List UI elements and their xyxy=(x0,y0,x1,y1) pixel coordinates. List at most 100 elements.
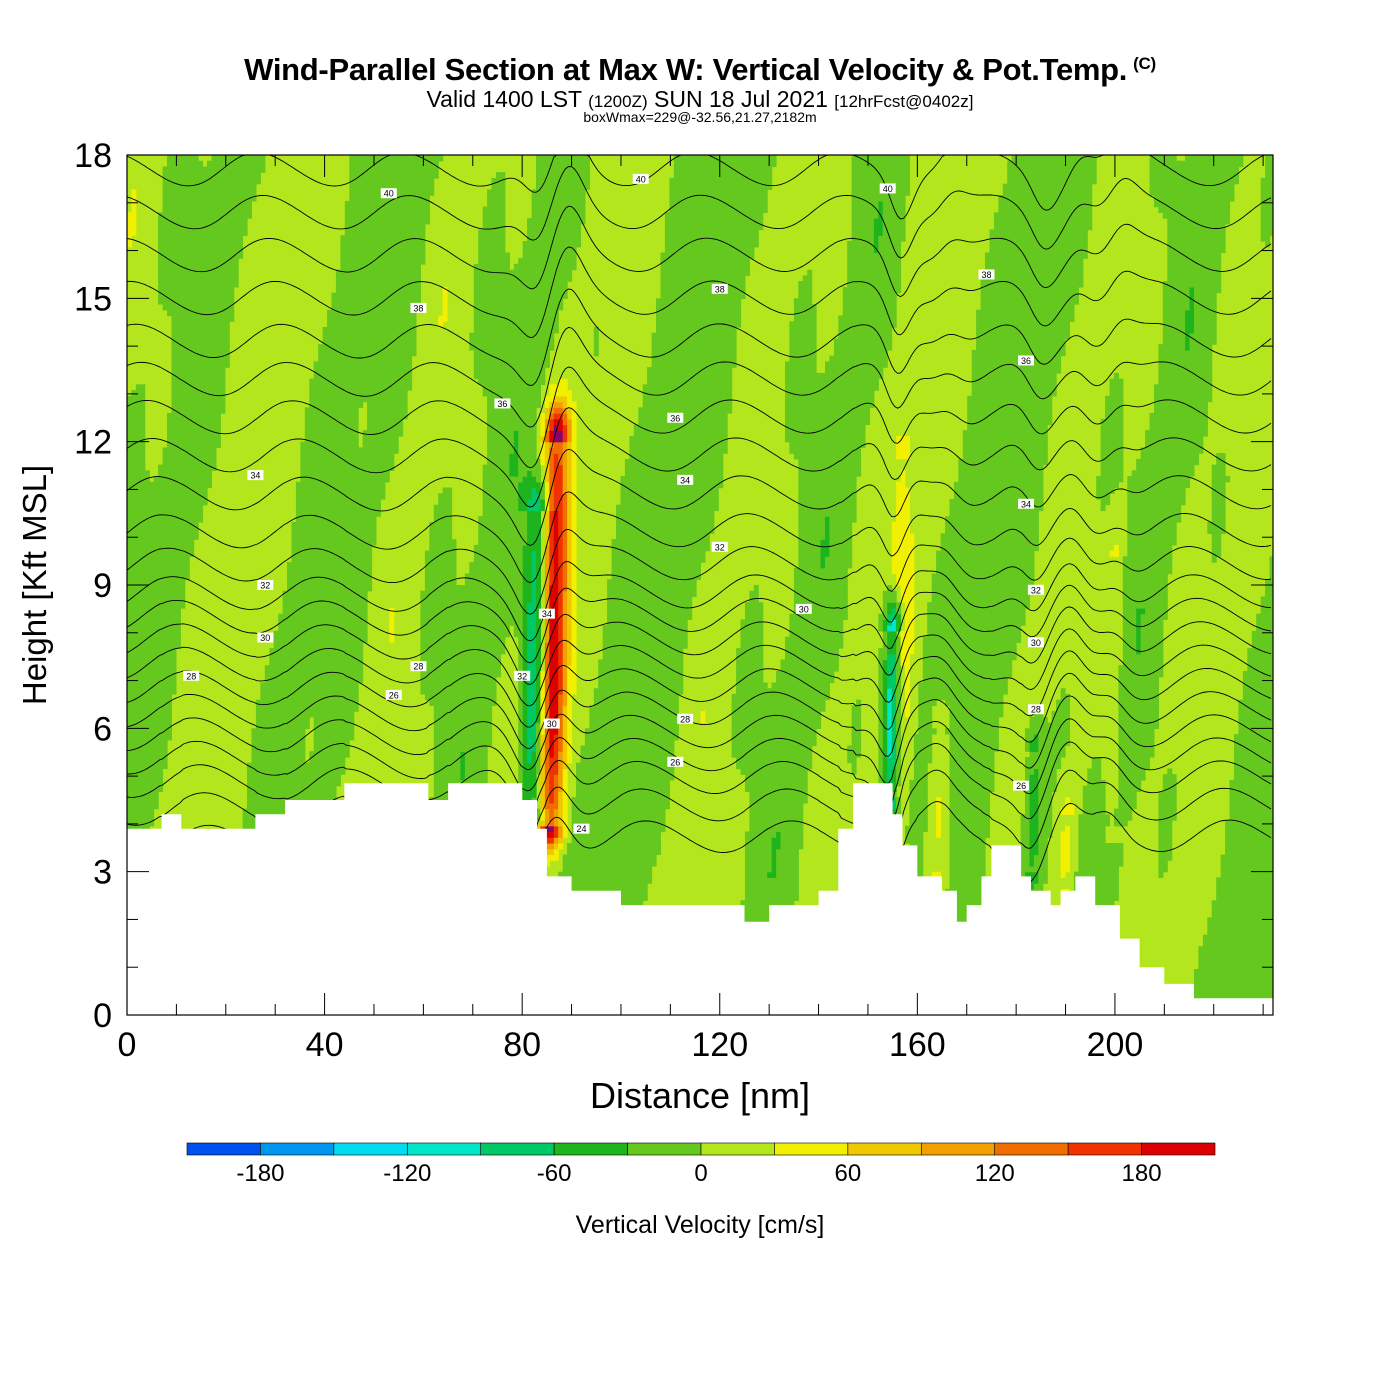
field-cell xyxy=(527,510,533,603)
field-cell xyxy=(749,590,755,1015)
field-cell xyxy=(891,155,897,328)
field-cell xyxy=(816,372,822,729)
field-cell xyxy=(833,338,839,672)
field-cell xyxy=(891,808,897,815)
theta-label: 34 xyxy=(677,474,694,485)
field-cell xyxy=(553,413,559,420)
svg-text:34: 34 xyxy=(250,471,260,481)
field-cell xyxy=(709,155,715,535)
x-axis: 0 40 80 120 160 200 xyxy=(118,155,1264,1064)
field-cell xyxy=(1078,155,1084,288)
field-cell xyxy=(891,797,897,810)
field-cell xyxy=(887,757,893,787)
field-cell xyxy=(1136,653,1142,792)
field-cell xyxy=(553,441,559,454)
theta-label: 36 xyxy=(494,398,511,409)
field-cell xyxy=(562,590,568,706)
field-cell xyxy=(971,349,977,930)
field-cell xyxy=(1131,470,1137,810)
field-cell xyxy=(367,155,373,592)
theta-contour-line xyxy=(127,650,1272,730)
field-cell xyxy=(753,155,759,248)
field-cell xyxy=(838,315,844,649)
field-cell xyxy=(1065,693,1070,747)
theta-label: 40 xyxy=(879,183,896,194)
colorbar: -180 -120 -60 0 60 120 180 xyxy=(186,1142,1216,1187)
field-cell xyxy=(847,745,853,764)
field-cell xyxy=(1087,768,1093,919)
field-cell xyxy=(1051,155,1057,397)
field-cell xyxy=(664,212,670,810)
field-cell xyxy=(878,613,884,632)
field-cell xyxy=(549,384,555,403)
svg-text:34: 34 xyxy=(542,609,552,619)
field-cell xyxy=(851,155,857,523)
field-cell xyxy=(905,155,910,196)
field-cell xyxy=(229,155,235,322)
theta-label: 26 xyxy=(667,756,684,767)
field-cell xyxy=(1016,155,1022,644)
theta-contour-line xyxy=(127,155,1271,220)
field-cell xyxy=(820,539,826,569)
field-cell xyxy=(1060,808,1066,815)
field-cell xyxy=(1100,418,1106,511)
svg-text:34: 34 xyxy=(1021,499,1031,509)
field-cell xyxy=(540,413,546,437)
svg-text:40: 40 xyxy=(384,189,394,199)
field-cell xyxy=(1127,476,1133,821)
field-cell xyxy=(1096,757,1102,1015)
field-cell xyxy=(260,155,266,173)
field-cell xyxy=(1002,183,1008,695)
y-tick-label: 12 xyxy=(74,424,112,462)
field-cell xyxy=(1256,613,1262,1015)
theta-label: 32 xyxy=(711,541,728,552)
field-cell xyxy=(571,401,577,695)
field-cell xyxy=(660,252,666,833)
field-cell xyxy=(998,195,1004,718)
field-cell xyxy=(562,424,568,443)
field-cell xyxy=(1251,630,1257,1015)
field-cell xyxy=(678,155,684,695)
theta-label: 38 xyxy=(711,283,728,294)
field-cell xyxy=(429,155,435,196)
theta-contour-line xyxy=(127,246,1272,338)
field-cell xyxy=(900,435,906,460)
field-cell xyxy=(540,820,546,827)
field-cell xyxy=(371,155,377,546)
svg-text:30: 30 xyxy=(547,719,557,729)
field-cell xyxy=(1247,648,1253,1015)
field-cell xyxy=(1154,155,1159,208)
svg-text:28: 28 xyxy=(1031,705,1041,715)
x-tick-label: 200 xyxy=(1087,1026,1144,1064)
field-cell xyxy=(478,229,484,385)
field-cell xyxy=(149,481,155,827)
field-cell xyxy=(553,453,559,511)
chart-subtitle-2: boxWmax=229@-32.56,21.27,2182m xyxy=(583,109,817,125)
field-cell xyxy=(242,155,248,236)
field-cell xyxy=(589,705,595,1015)
copyright-mark: (C) xyxy=(1133,53,1156,73)
field-cell xyxy=(562,441,568,494)
field-cell xyxy=(536,510,541,724)
field-cell xyxy=(140,384,146,855)
field-cell xyxy=(878,648,884,821)
field-cell xyxy=(438,155,444,162)
field-cell xyxy=(393,155,399,454)
field-cell xyxy=(562,768,568,838)
theta-contour-line xyxy=(127,205,1272,298)
field-cell xyxy=(1047,722,1053,838)
colorbar-swatch xyxy=(920,1142,996,1156)
field-cell xyxy=(318,344,324,873)
field-cell xyxy=(327,309,333,821)
theta-label: 34 xyxy=(538,608,555,619)
field-cell xyxy=(1029,865,1035,873)
field-cell xyxy=(562,705,568,770)
field-cell xyxy=(451,539,457,953)
field-cell xyxy=(682,155,688,649)
field-cell xyxy=(544,831,550,838)
field-cell xyxy=(1011,155,1017,661)
theta-label: 36 xyxy=(1018,355,1035,366)
svg-text:26: 26 xyxy=(1016,781,1026,791)
field-cell xyxy=(696,155,701,580)
field-cell xyxy=(1038,155,1044,512)
